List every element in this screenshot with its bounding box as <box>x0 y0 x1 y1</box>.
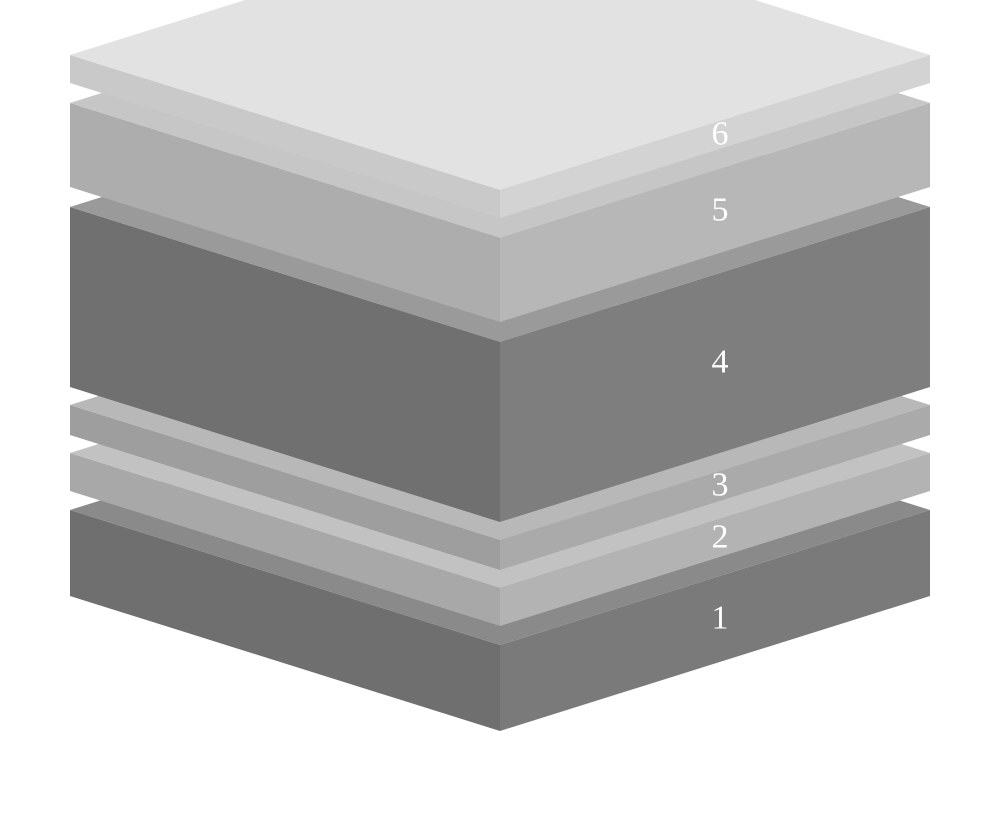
layer-stack-diagram: 1 2 3 4 5 6 <box>0 0 1000 828</box>
layer-1-label: 1 <box>712 600 729 637</box>
layer-4-label: 4 <box>712 344 729 381</box>
layer-6-label: 6 <box>712 116 729 153</box>
layer-2-label: 2 <box>712 519 729 556</box>
layer-5-label: 5 <box>712 192 729 229</box>
layer-3-label: 3 <box>712 467 729 504</box>
